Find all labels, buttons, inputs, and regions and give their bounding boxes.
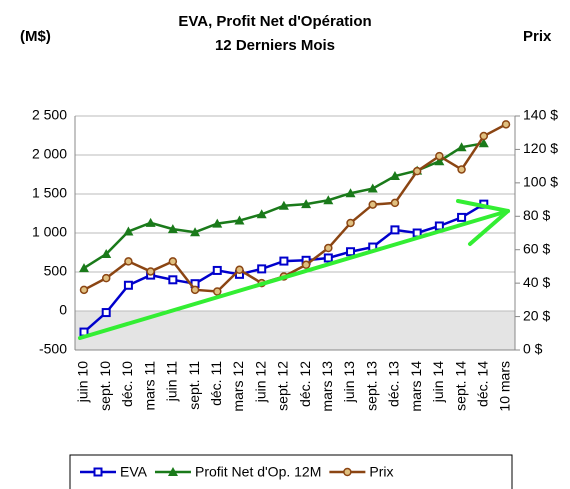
y2-tick-label: 40 $ [523, 274, 550, 290]
y2-axis-title: Prix [523, 28, 552, 45]
point [146, 267, 155, 276]
y2-tick-label: 120 $ [523, 140, 558, 156]
point [212, 218, 223, 228]
y2-tick-label: 0 $ [523, 341, 543, 357]
point [389, 171, 400, 181]
point [390, 225, 400, 235]
x-tick-label: déc. 14 [474, 361, 490, 407]
legend-label: Profit Net d'Op. 12M [195, 464, 321, 480]
y2-tick-label: 140 $ [523, 107, 558, 123]
y-tick-label: 500 [44, 263, 68, 279]
y2-tick-label: 60 $ [523, 240, 550, 256]
point [213, 287, 222, 296]
point [301, 260, 311, 270]
y-tick-label: -500 [39, 341, 67, 357]
point [323, 195, 334, 205]
point [346, 247, 356, 257]
legend-marker [93, 467, 103, 477]
point [123, 280, 133, 290]
y-tick-label: 1 500 [32, 185, 67, 201]
point [190, 285, 200, 295]
legend-marker [167, 467, 178, 476]
point [79, 263, 89, 273]
point [145, 217, 156, 227]
point [390, 198, 400, 208]
x-tick-label: sept. 11 [186, 361, 202, 410]
x-tick-label: sept. 12 [275, 361, 291, 411]
x-tick-label: déc. 11 [208, 361, 224, 406]
y-tick-label: 2 000 [32, 146, 67, 162]
x-tick-label: déc. 12 [297, 361, 313, 407]
point [278, 200, 289, 210]
point [167, 224, 178, 234]
x-tick-label: mars 14 [408, 361, 424, 412]
x-tick-label: mars 11 [141, 361, 157, 411]
point [324, 243, 333, 253]
legend-marker [343, 467, 352, 477]
x-tick-label: juin 14 [430, 361, 446, 403]
x-tick-label: sept. 13 [363, 361, 379, 411]
negative-zone [75, 311, 515, 350]
x-tick-label: sept. 10 [97, 361, 113, 411]
point [101, 273, 111, 283]
point [101, 308, 111, 318]
x-tick-label: mars 12 [230, 361, 246, 412]
point [168, 275, 178, 285]
point [479, 131, 489, 141]
point [435, 151, 444, 161]
point [368, 200, 377, 209]
point [101, 249, 112, 259]
legend-label: EVA [120, 464, 148, 480]
legend-label: Prix [369, 464, 393, 480]
y-axis-title: (M$) [20, 28, 51, 45]
x-tick-label: déc. 13 [386, 361, 402, 407]
point [346, 218, 355, 228]
x-tick-label: juin 11 [164, 361, 180, 402]
point [235, 265, 244, 275]
point [323, 253, 333, 263]
x-tick-label: juin 13 [341, 361, 357, 403]
y2-tick-label: 20 $ [523, 307, 550, 323]
x-tick-label: 10 mars [497, 361, 513, 412]
point [234, 215, 245, 225]
legend: EVA Profit Net d'Op. 12M Prix [80, 464, 394, 480]
x-tick-label: juin 12 [252, 361, 268, 403]
point [257, 264, 267, 274]
legend-box [69, 454, 513, 489]
point [301, 199, 312, 209]
point [412, 166, 422, 176]
point [256, 209, 267, 219]
x-tick-label: déc. 10 [119, 361, 135, 407]
x-tick-label: juin 10 [75, 361, 91, 403]
point [279, 256, 289, 266]
y2-tick-label: 80 $ [523, 207, 550, 223]
point [367, 183, 378, 193]
chart-subtitle: 12 Derniers Mois [215, 37, 335, 54]
chart-title: EVA, Profit Net d'Opération [178, 13, 371, 30]
point [478, 138, 489, 148]
point [345, 188, 356, 198]
point [456, 142, 467, 152]
point [190, 227, 201, 237]
point [168, 257, 178, 266]
annotation-arrow [78, 199, 510, 340]
point [457, 212, 467, 222]
series-line [83, 123, 507, 293]
y-tick-label: 1 000 [32, 224, 67, 240]
point [457, 165, 466, 174]
point [124, 257, 133, 266]
point [434, 221, 444, 231]
y-tick-label: 2 500 [32, 107, 67, 123]
x-tick-label: sept. 14 [452, 361, 468, 411]
y-tick-label: 0 [59, 302, 67, 318]
y2-tick-label: 100 $ [523, 174, 558, 190]
point [79, 285, 89, 295]
point [501, 120, 511, 129]
x-tick-label: mars 13 [319, 361, 335, 412]
point [434, 156, 445, 166]
point [212, 265, 222, 275]
point [123, 226, 134, 236]
